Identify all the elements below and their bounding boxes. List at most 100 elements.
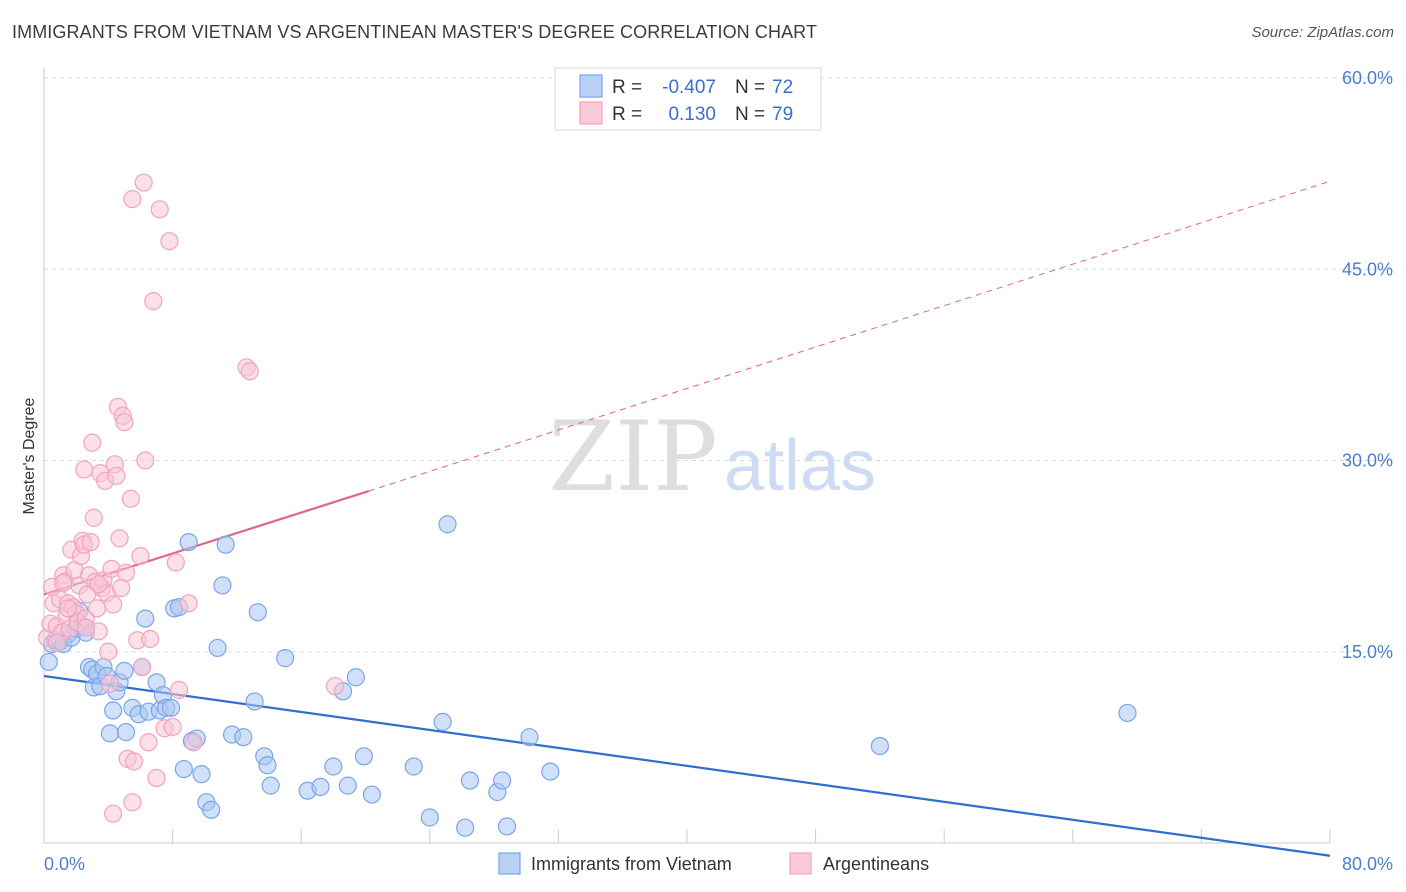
legend-r-label-2: R = bbox=[612, 104, 642, 125]
point-argentineans-50 bbox=[124, 752, 144, 771]
point-vietnam-74 bbox=[1118, 703, 1137, 723]
axes bbox=[43, 68, 1331, 844]
point-argentineans-28 bbox=[87, 599, 107, 618]
point-argentineans-67 bbox=[184, 733, 203, 752]
point-argentineans-42 bbox=[110, 529, 129, 548]
point-argentineans-73 bbox=[123, 190, 142, 209]
point-argentineans-24 bbox=[81, 532, 100, 552]
legend-swatch-vietnam bbox=[579, 74, 603, 98]
point-argentineans-57 bbox=[140, 629, 160, 649]
point-argentineans-71 bbox=[104, 804, 123, 823]
point-argentineans-48 bbox=[121, 489, 140, 508]
bottom-legend: Immigrants from Vietnam Argentineans bbox=[498, 852, 929, 875]
point-argentineans-46 bbox=[116, 563, 136, 582]
point-vietnam-40 bbox=[192, 765, 211, 784]
trendline-vietnam bbox=[43, 674, 1331, 857]
chart-source: Source: ZipAtlas.com bbox=[1251, 24, 1394, 41]
x-tick-label-0: 0.0% bbox=[44, 854, 85, 874]
point-vietnam-47 bbox=[234, 728, 253, 747]
point-argentineans-59 bbox=[147, 768, 166, 788]
watermark-zip: ZIP bbox=[548, 401, 717, 513]
bottom-legend-swatch-vietnam bbox=[498, 852, 521, 875]
point-argentineans-54 bbox=[134, 173, 153, 192]
point-vietnam-60 bbox=[354, 747, 373, 766]
legend-n-value-2: 79 bbox=[772, 104, 793, 125]
legend-box: R = -0.407 N = 72 R = 0.130 N = 79 bbox=[554, 67, 822, 131]
point-vietnam-59 bbox=[346, 668, 365, 687]
point-argentineans-64 bbox=[166, 553, 185, 572]
point-vietnam-58 bbox=[338, 776, 357, 795]
point-vietnam-19 bbox=[104, 701, 123, 720]
point-vietnam-22 bbox=[115, 661, 134, 680]
point-argentineans-49 bbox=[123, 793, 142, 812]
point-vietnam-55 bbox=[311, 777, 330, 797]
point-vietnam-65 bbox=[438, 515, 457, 534]
point-vietnam-44 bbox=[213, 576, 232, 595]
legend-r-value-1: -0.407 bbox=[662, 77, 716, 98]
point-vietnam-67 bbox=[460, 771, 480, 790]
y-tick-label-0: 15.0% bbox=[1342, 642, 1393, 662]
legend-n-label-2: N = bbox=[735, 104, 765, 125]
point-argentineans-53 bbox=[132, 657, 152, 677]
point-vietnam-33 bbox=[161, 698, 181, 717]
point-vietnam-48 bbox=[245, 692, 264, 711]
point-argentineans-69 bbox=[240, 362, 259, 381]
point-vietnam-27 bbox=[136, 609, 155, 628]
point-argentineans-58 bbox=[144, 292, 163, 311]
point-argentineans-70 bbox=[325, 677, 345, 696]
point-argentineans-43 bbox=[112, 578, 131, 598]
point-argentineans-77 bbox=[89, 575, 108, 594]
point-argentineans-78 bbox=[59, 599, 78, 618]
point-vietnam-73 bbox=[870, 736, 890, 756]
point-vietnam-69 bbox=[497, 817, 517, 836]
trendlines bbox=[43, 180, 1331, 857]
point-argentineans-74 bbox=[54, 573, 73, 593]
point-vietnam-66 bbox=[456, 818, 475, 837]
point-argentineans-26 bbox=[84, 508, 103, 527]
y-tick-label-2: 45.0% bbox=[1342, 259, 1393, 279]
point-argentineans-35 bbox=[99, 642, 118, 661]
point-vietnam-45 bbox=[216, 535, 235, 554]
chart-title: IMMIGRANTS FROM VIETNAM VS ARGENTINEAN M… bbox=[12, 22, 818, 42]
point-argentineans-75 bbox=[47, 633, 66, 652]
point-vietnam-71 bbox=[520, 728, 539, 747]
bottom-legend-swatch-argentineans bbox=[789, 852, 812, 875]
point-vietnam-62 bbox=[404, 757, 423, 776]
point-vietnam-49 bbox=[248, 603, 267, 622]
legend-n-label-1: N = bbox=[735, 77, 765, 98]
point-vietnam-64 bbox=[433, 712, 452, 731]
point-argentineans-38 bbox=[104, 595, 123, 614]
y-tick-labels: 15.0% 30.0% 45.0% 60.0% bbox=[1342, 68, 1393, 662]
point-vietnam-42 bbox=[202, 800, 221, 819]
point-argentineans-72 bbox=[75, 460, 94, 479]
data-points bbox=[38, 173, 1137, 837]
point-argentineans-65 bbox=[169, 680, 189, 700]
watermark-atlas: atlas bbox=[724, 426, 876, 506]
point-argentineans-45 bbox=[115, 413, 134, 432]
point-argentineans-36 bbox=[100, 674, 120, 693]
point-vietnam-23 bbox=[116, 722, 136, 742]
point-vietnam-36 bbox=[174, 759, 193, 779]
point-argentineans-66 bbox=[179, 594, 198, 613]
point-vietnam-61 bbox=[362, 785, 382, 804]
point-vietnam-63 bbox=[420, 808, 439, 827]
bottom-legend-label-argentineans: Argentineans bbox=[823, 854, 929, 874]
y-axis-label: Master's Degree bbox=[21, 397, 38, 514]
point-argentineans-56 bbox=[139, 733, 158, 752]
legend-n-value-1: 72 bbox=[772, 77, 793, 98]
legend-r-value-2: 0.130 bbox=[668, 104, 716, 125]
x-tick-label-1: 80.0% bbox=[1342, 854, 1393, 874]
point-argentineans-62 bbox=[160, 232, 179, 251]
point-argentineans-55 bbox=[136, 451, 155, 470]
watermark: ZIP atlas bbox=[548, 401, 876, 513]
point-vietnam-51 bbox=[258, 756, 277, 775]
y-tick-label-1: 30.0% bbox=[1342, 451, 1393, 471]
trendline-argentineans-extension bbox=[368, 180, 1331, 492]
point-vietnam-0 bbox=[39, 652, 58, 672]
legend-r-label-1: R = bbox=[612, 77, 642, 98]
bottom-legend-label-vietnam: Immigrants from Vietnam bbox=[531, 854, 732, 874]
point-vietnam-56 bbox=[324, 757, 343, 776]
point-argentineans-25 bbox=[83, 433, 102, 452]
y-tick-label-3: 60.0% bbox=[1342, 68, 1393, 88]
